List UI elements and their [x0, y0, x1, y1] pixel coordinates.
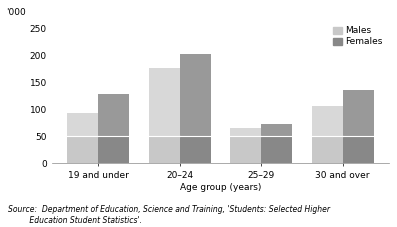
Bar	[261, 124, 292, 136]
Legend: Males, Females: Males, Females	[331, 24, 385, 48]
Bar	[312, 136, 343, 163]
Bar	[98, 94, 129, 136]
Text: Source:  Department of Education, Science and Training, 'Students: Selected High: Source: Department of Education, Science…	[8, 205, 330, 225]
Bar	[98, 136, 129, 163]
Text: '000: '000	[6, 8, 26, 17]
Bar	[343, 90, 374, 136]
Bar	[179, 54, 210, 136]
X-axis label: Age group (years): Age group (years)	[180, 183, 261, 192]
Bar	[343, 136, 374, 163]
Bar	[179, 136, 210, 163]
Bar	[67, 113, 98, 136]
Bar	[67, 136, 98, 163]
Bar	[312, 106, 343, 136]
Bar	[261, 136, 292, 163]
Bar	[230, 136, 261, 163]
Bar	[148, 68, 179, 136]
Bar	[230, 128, 261, 136]
Bar	[148, 136, 179, 163]
